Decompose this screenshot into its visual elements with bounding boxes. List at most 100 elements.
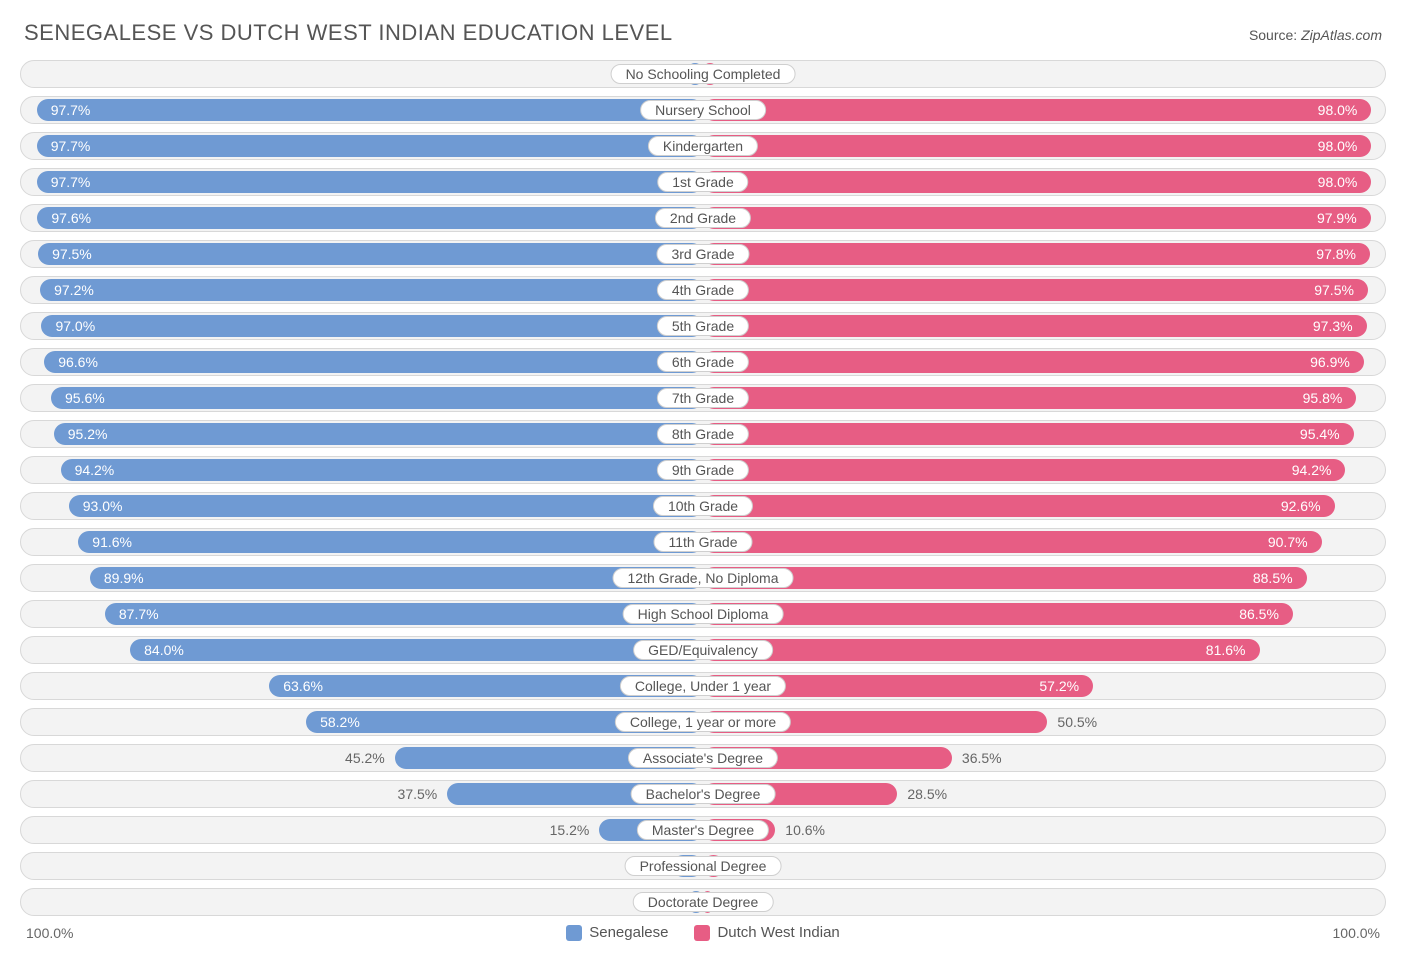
bar-right <box>703 423 1354 445</box>
value-right: 81.6% <box>1206 642 1246 658</box>
category-label: Kindergarten <box>648 136 758 156</box>
category-label: 12th Grade, No Diploma <box>613 568 794 588</box>
value-left: 97.7% <box>51 102 91 118</box>
value-right: 98.0% <box>1318 138 1358 154</box>
bar-right <box>703 243 1370 265</box>
bar-row: 96.6%96.9%6th Grade <box>20 348 1386 376</box>
value-left: 97.5% <box>52 246 92 262</box>
bar-right <box>703 495 1335 517</box>
value-right: 95.8% <box>1303 390 1343 406</box>
value-left: 97.7% <box>51 138 91 154</box>
category-label: GED/Equivalency <box>633 640 773 660</box>
category-label: Doctorate Degree <box>633 892 774 912</box>
category-label: High School Diploma <box>623 604 784 624</box>
bar-row: 97.7% 98.0% Nursery School <box>20 96 1386 124</box>
bar-right <box>703 639 1260 661</box>
bar-left <box>40 279 703 301</box>
axis-max-right: 100.0% <box>1333 925 1380 941</box>
bar-left <box>130 639 703 661</box>
bar-right <box>703 387 1356 409</box>
bar-row: 97.6%97.9%2nd Grade <box>20 204 1386 232</box>
bar-left <box>78 531 703 553</box>
bar-right <box>703 279 1368 301</box>
category-label: College, 1 year or more <box>615 712 791 732</box>
bar-left <box>69 495 703 517</box>
value-left: 97.2% <box>54 282 94 298</box>
chart-title: SENEGALESE VS DUTCH WEST INDIAN EDUCATIO… <box>24 20 673 46</box>
category-label: 1st Grade <box>657 172 748 192</box>
value-left: 45.2% <box>345 750 385 766</box>
category-label: 3rd Grade <box>656 244 749 264</box>
value-right: 50.5% <box>1057 714 1097 730</box>
bar-left <box>90 567 703 589</box>
bar-row: 97.0%97.3%5th Grade <box>20 312 1386 340</box>
bar-row: 97.7% 98.0% 1st Grade <box>20 168 1386 196</box>
value-left: 89.9% <box>104 570 144 586</box>
category-label: Associate's Degree <box>628 748 778 768</box>
bar-left <box>37 135 703 157</box>
bar-left <box>61 459 703 481</box>
source-value: ZipAtlas.com <box>1301 27 1382 43</box>
value-left: 37.5% <box>398 786 438 802</box>
bar-right <box>703 567 1307 589</box>
bar-row: 97.2%97.5%4th Grade <box>20 276 1386 304</box>
bar-left <box>37 207 703 229</box>
value-left: 97.6% <box>51 210 91 226</box>
bar-row: 95.2%95.4%8th Grade <box>20 420 1386 448</box>
category-label: 8th Grade <box>657 424 749 444</box>
value-left: 97.7% <box>51 174 91 190</box>
bar-row: 58.2%50.5%College, 1 year or more <box>20 708 1386 736</box>
bar-row: 2.3%2.1%No Schooling Completed <box>20 60 1386 88</box>
bar-right <box>703 207 1371 229</box>
bar-row: 89.9%88.5%12th Grade, No Diploma <box>20 564 1386 592</box>
value-left: 93.0% <box>83 498 123 514</box>
value-right: 97.3% <box>1313 318 1353 334</box>
category-label: 11th Grade <box>653 532 752 552</box>
category-label: 7th Grade <box>657 388 749 408</box>
value-right: 86.5% <box>1239 606 1279 622</box>
category-label: Nursery School <box>640 100 766 120</box>
source-label: Source: <box>1249 27 1301 43</box>
bar-left <box>37 99 703 121</box>
value-right: 97.5% <box>1314 282 1354 298</box>
bar-row: 87.7% 86.5% High School Diploma <box>20 600 1386 628</box>
value-right: 98.0% <box>1318 102 1358 118</box>
value-right: 57.2% <box>1039 678 1079 694</box>
value-left: 63.6% <box>283 678 323 694</box>
category-label: 2nd Grade <box>655 208 751 228</box>
bar-left <box>54 423 703 445</box>
legend-item-left: Senegalese <box>566 924 668 941</box>
bar-row: 37.5% 28.5% Bachelor's Degree <box>20 780 1386 808</box>
bar-row: 63.6% 57.2% College, Under 1 year <box>20 672 1386 700</box>
value-right: 28.5% <box>907 786 947 802</box>
bar-row: 4.6%3.1%Professional Degree <box>20 852 1386 880</box>
bar-row: 84.0% 81.6% GED/Equivalency <box>20 636 1386 664</box>
value-left: 15.2% <box>550 822 590 838</box>
bar-row: 97.7% 98.0% Kindergarten <box>20 132 1386 160</box>
bar-left <box>105 603 703 625</box>
chart-header: SENEGALESE VS DUTCH WEST INDIAN EDUCATIO… <box>20 20 1386 46</box>
bar-right <box>703 459 1345 481</box>
bar-right <box>703 531 1322 553</box>
value-right: 98.0% <box>1318 174 1358 190</box>
category-label: Bachelor's Degree <box>631 784 776 804</box>
category-label: 10th Grade <box>653 496 753 516</box>
category-label: 5th Grade <box>657 316 749 336</box>
category-label: Master's Degree <box>637 820 769 840</box>
bar-right <box>703 99 1371 121</box>
legend: Senegalese Dutch West Indian <box>566 924 840 941</box>
legend-item-right: Dutch West Indian <box>694 924 839 941</box>
bar-row: 15.2%10.6%Master's Degree <box>20 816 1386 844</box>
bar-right <box>703 135 1371 157</box>
value-left: 96.6% <box>58 354 98 370</box>
value-left: 84.0% <box>144 642 184 658</box>
bar-row: 2.0%1.3%Doctorate Degree <box>20 888 1386 916</box>
value-right: 94.2% <box>1292 462 1332 478</box>
bar-row: 94.2%94.2%9th Grade <box>20 456 1386 484</box>
value-right: 90.7% <box>1268 534 1308 550</box>
bar-left <box>37 171 703 193</box>
value-left: 87.7% <box>119 606 159 622</box>
bar-right <box>703 351 1364 373</box>
value-left: 95.2% <box>68 426 108 442</box>
category-label: College, Under 1 year <box>620 676 786 696</box>
